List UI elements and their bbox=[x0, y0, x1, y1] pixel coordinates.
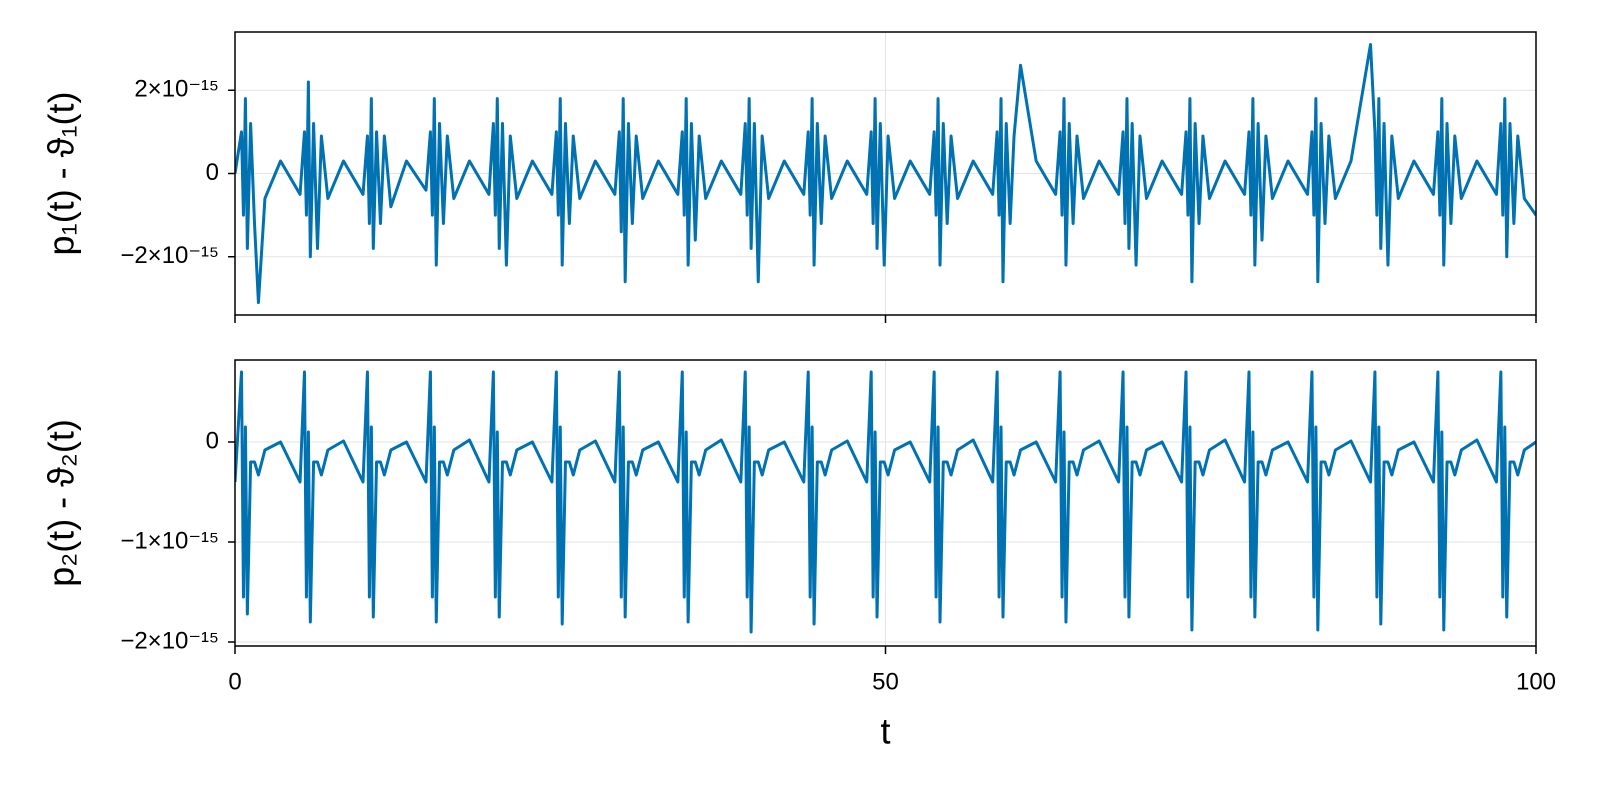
x-tick-label: 50 bbox=[872, 668, 899, 695]
x-axis-label: t bbox=[880, 711, 890, 752]
y-axis-label: p₁(t) - ϑ₁(t) bbox=[41, 92, 82, 256]
y-tick-label: −1×10⁻¹⁵ bbox=[120, 527, 219, 554]
y-tick-label: 2×10⁻¹⁵ bbox=[134, 76, 219, 103]
y-tick-label: −2×10⁻¹⁵ bbox=[120, 627, 219, 654]
y-tick-label: 0 bbox=[206, 427, 219, 454]
data-line bbox=[235, 42, 1536, 305]
data-line bbox=[235, 370, 1536, 634]
y-tick-label: −2×10⁻¹⁵ bbox=[120, 242, 219, 269]
y-axis-label: p₂(t) - ϑ₂(t) bbox=[41, 419, 82, 587]
y-tick-label: 0 bbox=[206, 159, 219, 186]
x-tick-label: 100 bbox=[1516, 668, 1556, 695]
x-tick-label: 0 bbox=[228, 668, 241, 695]
